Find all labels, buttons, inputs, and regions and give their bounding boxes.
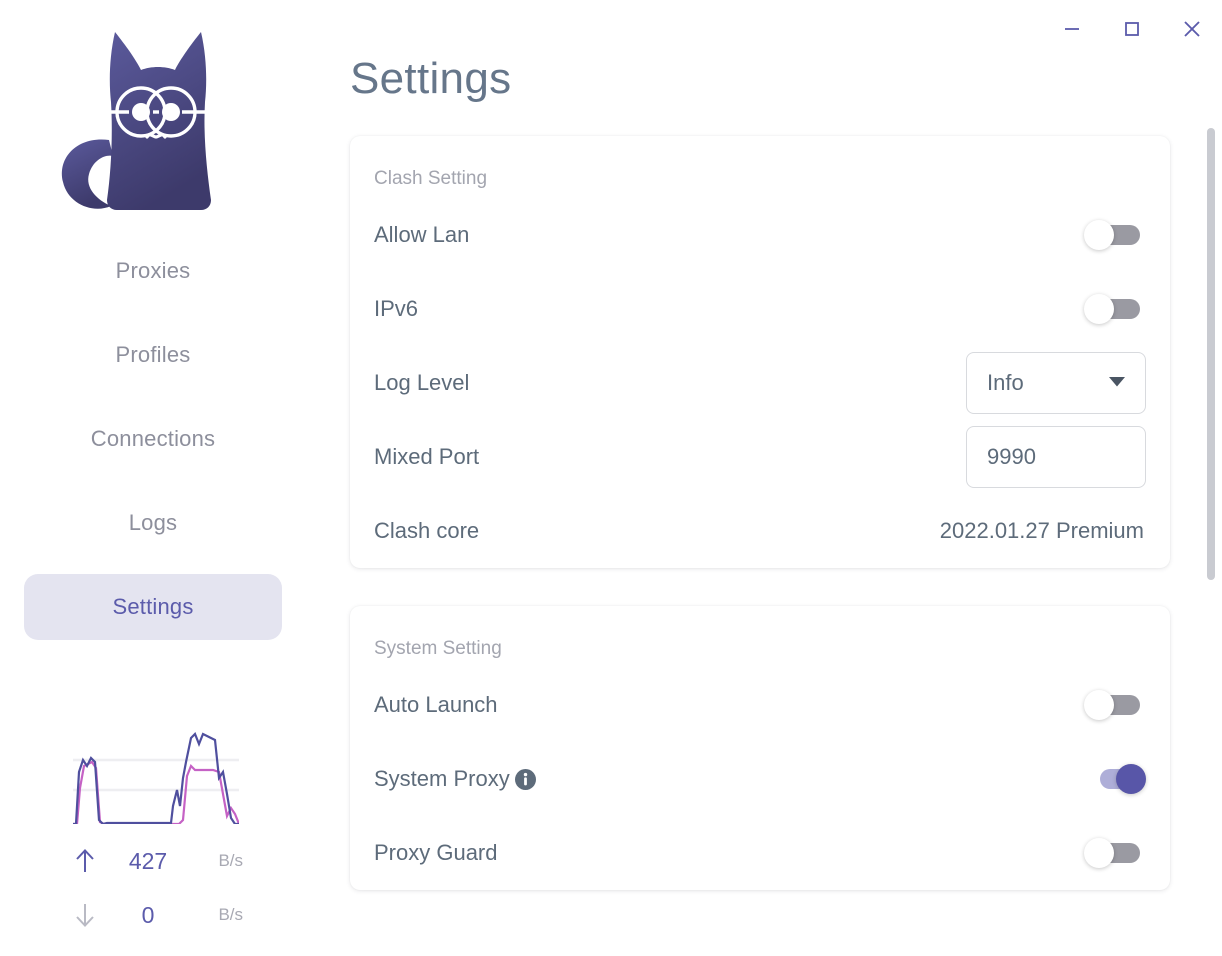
row-clash-core: Clash core 2022.01.27 Premium: [374, 494, 1146, 568]
traffic-widget: 427 B/s 0 B/s: [23, 732, 283, 942]
upload-speed-value: 427: [128, 847, 168, 874]
sidebar-item-connections[interactable]: Connections: [24, 406, 282, 472]
download-speed-unit: B/s: [218, 905, 243, 924]
row-label: IPv6: [374, 296, 419, 321]
toggle-knob: [1084, 220, 1114, 250]
row-system-proxy: System Proxy: [374, 742, 1146, 816]
info-icon[interactable]: [514, 768, 536, 790]
scrollbar-thumb[interactable]: [1207, 128, 1215, 580]
maximize-button[interactable]: [1102, 7, 1162, 51]
toggle-knob: [1084, 690, 1114, 720]
clash-cat-logo-icon: [53, 22, 253, 218]
clash-core-version: 2022.01.27 Premium: [939, 518, 1144, 543]
sidebar-item-label: Proxies: [115, 258, 191, 283]
ipv6-toggle[interactable]: [1084, 294, 1146, 324]
row-ipv6: IPv6: [374, 272, 1146, 346]
traffic-download-row: 0 B/s: [63, 888, 243, 942]
auto-launch-toggle[interactable]: [1084, 690, 1146, 720]
row-auto-launch: Auto Launch: [374, 668, 1146, 742]
toggle-knob: [1116, 764, 1146, 794]
download-speed-value: 0: [141, 901, 155, 928]
sidebar-item-logs[interactable]: Logs: [24, 490, 282, 556]
scrollbar[interactable]: [1206, 0, 1216, 956]
row-label: Allow Lan: [374, 222, 470, 247]
sidebar-item-profiles[interactable]: Profiles: [24, 322, 282, 388]
allow-lan-toggle[interactable]: [1084, 220, 1146, 250]
traffic-upload-line: [73, 732, 239, 824]
sidebar-item-label: Connections: [90, 426, 216, 451]
close-button[interactable]: [1162, 7, 1222, 51]
proxy-guard-toggle[interactable]: [1084, 838, 1146, 868]
row-label: Clash core: [374, 518, 480, 543]
row-label-group: System Proxy: [374, 766, 536, 792]
traffic-readouts: 427 B/s 0 B/s: [63, 834, 243, 942]
sidebar: Proxies Profiles Connections Logs Settin…: [0, 0, 306, 956]
section-label-system-setting: System Setting: [374, 638, 502, 659]
minimize-button[interactable]: [1042, 7, 1102, 51]
row-label: Proxy Guard: [374, 840, 498, 865]
chevron-down-icon: [1109, 374, 1125, 392]
page-title: Settings: [350, 54, 512, 103]
sidebar-item-label: Logs: [128, 510, 178, 535]
row-label: Auto Launch: [374, 692, 498, 717]
log-level-value: Info: [987, 370, 1024, 395]
row-mixed-port: Mixed Port 9990: [374, 420, 1146, 494]
mixed-port-input[interactable]: 9990: [966, 426, 1146, 488]
system-setting-card: System Setting Auto Launch System Proxy: [350, 606, 1170, 890]
sidebar-item-label: Profiles: [115, 342, 191, 367]
sidebar-item-label: Settings: [112, 594, 194, 619]
sidebar-nav: Proxies Profiles Connections Logs Settin…: [0, 238, 306, 658]
row-allow-lan: Allow Lan: [374, 198, 1146, 272]
sidebar-item-settings[interactable]: Settings: [24, 574, 282, 640]
clash-setting-card: Clash Setting Allow Lan IPv6 Log Level: [350, 136, 1170, 568]
row-label: Mixed Port: [374, 444, 480, 469]
toggle-knob: [1084, 838, 1114, 868]
toggle-knob: [1084, 294, 1114, 324]
row-label: Log Level: [374, 370, 470, 395]
log-level-select[interactable]: Info: [966, 352, 1146, 414]
section-label-clash-setting: Clash Setting: [374, 168, 488, 189]
window-controls: [1022, 0, 1222, 58]
main-content: Settings Clash Setting Allow Lan IPv6 Lo…: [306, 0, 1222, 956]
upload-speed-unit: B/s: [218, 851, 243, 870]
system-proxy-toggle[interactable]: [1084, 764, 1146, 794]
arrow-down-icon: [63, 901, 107, 929]
arrow-up-icon: [63, 847, 107, 875]
traffic-sparkline-chart: [73, 732, 239, 824]
sidebar-item-proxies[interactable]: Proxies: [24, 238, 282, 304]
row-label: System Proxy: [374, 766, 510, 791]
mixed-port-value: 9990: [987, 444, 1036, 469]
row-log-level: Log Level Info: [374, 346, 1146, 420]
row-proxy-guard: Proxy Guard: [374, 816, 1146, 890]
traffic-upload-row: 427 B/s: [63, 834, 243, 888]
